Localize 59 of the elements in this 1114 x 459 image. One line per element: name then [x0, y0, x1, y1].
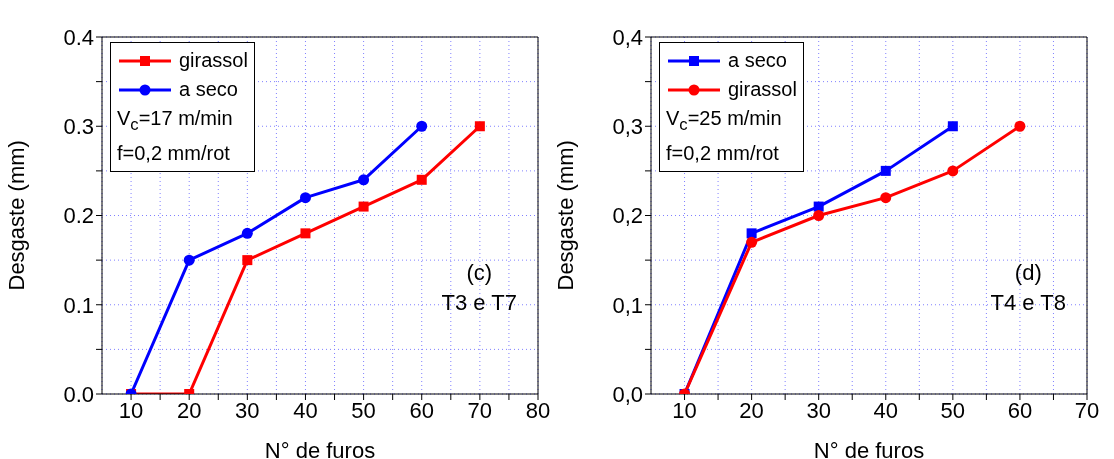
- point: [746, 228, 757, 239]
- legend-label: girassol: [728, 77, 797, 102]
- annotation: V$_{c}$=25 m/min: [666, 106, 783, 136]
- y-tick-label: 0,0: [612, 381, 643, 407]
- x-tick-label: 10: [672, 397, 697, 423]
- y-tick-label: 0.2: [63, 203, 94, 229]
- x-tick-label: 30: [806, 397, 831, 423]
- annotation: f=0,2 mm/rot: [666, 141, 780, 166]
- legend-label: a seco: [179, 77, 238, 102]
- x-tick-label: 10: [118, 397, 144, 423]
- point: [1014, 120, 1026, 132]
- x-tick-label: 50: [351, 397, 376, 423]
- annotation: T4 e T8: [990, 289, 1066, 317]
- x-tick-label: 70: [1074, 397, 1100, 423]
- x-tick-label: 60: [1007, 397, 1033, 423]
- annotation: V$_{c}$=17 m/min: [117, 106, 234, 136]
- point: [358, 201, 369, 212]
- annotation: (d): [1013, 259, 1043, 287]
- y-tick-label: 0,1: [612, 292, 643, 318]
- point: [947, 165, 959, 177]
- y-tick-label: 0.0: [63, 381, 94, 407]
- y-tick-label: 0,3: [612, 114, 643, 140]
- x-tick-label: 70: [467, 397, 493, 423]
- y-tick-label: 0.4: [63, 24, 94, 50]
- legend-label: girassol: [179, 48, 248, 73]
- x-axis-title: N° de furos: [813, 438, 925, 459]
- point: [947, 121, 958, 132]
- point: [242, 255, 253, 266]
- annotation: (c): [465, 259, 494, 287]
- point: [880, 192, 892, 204]
- x-tick-label: 30: [235, 397, 260, 423]
- x-tick-label: 40: [293, 397, 318, 423]
- point: [416, 174, 427, 185]
- x-axis-title: N° de furos: [264, 438, 376, 459]
- point: [746, 236, 758, 248]
- point: [183, 254, 195, 266]
- point: [474, 121, 485, 132]
- annotation: f=0,2 mm/rot: [117, 141, 231, 166]
- x-tick-label: 80: [525, 397, 551, 423]
- annotation: T3 e T7: [441, 289, 517, 317]
- legend-label: a seco: [728, 48, 787, 73]
- y-tick-label: 0,4: [612, 24, 643, 50]
- point: [299, 192, 311, 204]
- x-tick-label: 40: [873, 397, 899, 423]
- y-axis-title: Desgaste (mm): [552, 140, 578, 291]
- y-tick-label: 0.1: [63, 292, 94, 318]
- x-tick-label: 20: [739, 397, 764, 423]
- y-tick-label: 0.3: [63, 114, 94, 140]
- point: [813, 210, 825, 221]
- y-tick-label: 0,2: [612, 203, 643, 229]
- x-tick-label: 50: [940, 397, 966, 423]
- x-tick-label: 20: [176, 397, 202, 423]
- point: [358, 174, 370, 186]
- point: [241, 227, 253, 239]
- point: [416, 120, 428, 132]
- y-axis-title: Desgaste (mm): [3, 140, 29, 291]
- point: [300, 228, 311, 239]
- x-tick-label: 60: [409, 397, 434, 423]
- point: [880, 165, 891, 176]
